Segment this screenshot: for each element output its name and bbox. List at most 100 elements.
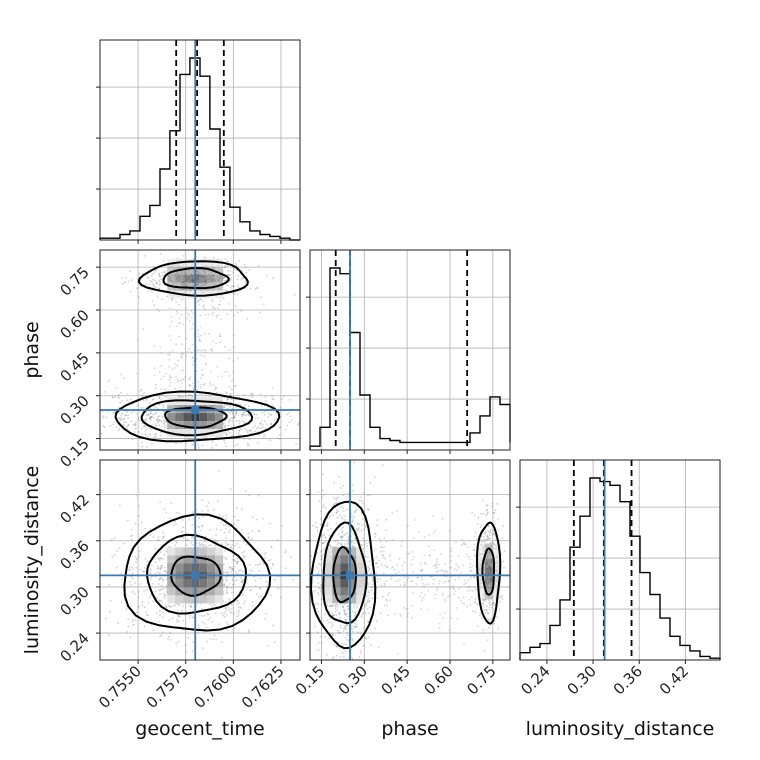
- sample-point: [444, 562, 447, 565]
- sample-point: [130, 584, 133, 586]
- sample-point: [201, 368, 204, 371]
- sample-point: [158, 287, 160, 290]
- sample-point: [223, 615, 226, 618]
- sample-point: [141, 445, 143, 448]
- sample-point: [227, 606, 230, 609]
- sample-point: [408, 577, 410, 579]
- sample-point: [423, 585, 425, 588]
- sample-point: [235, 562, 238, 565]
- sample-point: [214, 544, 217, 547]
- sample-point: [161, 616, 164, 619]
- sample-point: [102, 425, 105, 427]
- sample-point: [229, 405, 232, 408]
- sample-point: [157, 620, 160, 623]
- sample-point: [154, 279, 157, 282]
- sample-point: [245, 429, 248, 432]
- sample-point: [384, 604, 386, 607]
- sample-point: [206, 437, 209, 439]
- sample-point: [247, 532, 250, 535]
- sample-point: [389, 599, 391, 601]
- sample-point: [230, 278, 233, 280]
- sample-point: [168, 605, 171, 607]
- sample-point: [244, 555, 247, 558]
- sample-point: [479, 612, 482, 615]
- sample-point: [486, 534, 489, 537]
- sample-point: [138, 431, 140, 433]
- sample-point: [143, 567, 146, 569]
- sample-point: [488, 619, 490, 621]
- sample-point: [259, 393, 262, 396]
- sample-point: [324, 506, 327, 509]
- sample-point: [323, 532, 326, 535]
- sample-point: [347, 540, 350, 543]
- sample-point: [479, 526, 482, 528]
- sample-point: [488, 601, 491, 603]
- density-cell: [199, 266, 208, 275]
- sample-point: [221, 542, 223, 545]
- sample-point: [482, 532, 485, 535]
- sample-point: [324, 635, 326, 638]
- sample-point: [256, 442, 259, 444]
- sample-point: [144, 434, 147, 436]
- sample-point: [387, 593, 389, 596]
- sample-point: [222, 614, 225, 617]
- sample-point: [177, 392, 179, 395]
- sample-point: [264, 396, 267, 398]
- sample-point: [232, 416, 235, 419]
- sample-point: [205, 626, 208, 629]
- sample-point: [365, 542, 368, 545]
- sample-point: [127, 617, 130, 620]
- sample-point: [347, 535, 349, 537]
- sample-point: [175, 642, 178, 645]
- sample-point: [224, 425, 226, 427]
- sample-point: [251, 570, 254, 572]
- sample-point: [269, 559, 272, 561]
- sample-point: [259, 595, 262, 597]
- sample-point: [227, 270, 230, 272]
- sample-point: [138, 272, 141, 275]
- sample-point: [358, 656, 361, 658]
- sample-point: [261, 411, 264, 414]
- sample-point: [438, 622, 441, 625]
- sample-point: [201, 373, 204, 376]
- sample-point: [165, 511, 168, 514]
- sample-point: [113, 537, 116, 539]
- sample-point: [256, 427, 258, 430]
- sample-point: [233, 583, 236, 585]
- x-tick-label: 0.30: [564, 662, 600, 698]
- sample-point: [260, 419, 263, 422]
- sample-point: [423, 554, 426, 557]
- sample-point: [320, 510, 322, 513]
- sample-point: [158, 589, 160, 592]
- sample-point: [290, 556, 292, 558]
- sample-point: [263, 303, 265, 306]
- sample-point: [281, 525, 284, 527]
- sample-point: [232, 285, 235, 288]
- sample-point: [233, 292, 236, 294]
- x-tick-label: 0.45: [378, 662, 414, 698]
- sample-point: [360, 529, 363, 532]
- sample-point: [251, 600, 254, 603]
- sample-point: [412, 556, 415, 558]
- sample-point: [254, 430, 257, 433]
- sample-point: [242, 413, 245, 416]
- sample-point: [160, 634, 163, 637]
- sample-point: [480, 513, 482, 515]
- sample-point: [162, 403, 165, 406]
- x-tick-label: 0.7550: [95, 662, 145, 712]
- sample-point: [191, 356, 194, 359]
- sample-point: [339, 616, 342, 619]
- sample-point: [178, 303, 181, 306]
- sample-point: [110, 600, 112, 602]
- sample-point: [258, 434, 261, 436]
- sample-point: [336, 609, 339, 611]
- sample-point: [407, 553, 409, 555]
- sample-point: [152, 583, 154, 585]
- sample-point: [331, 634, 334, 637]
- sample-point: [269, 522, 272, 525]
- sample-point: [246, 318, 249, 320]
- sample-point: [158, 415, 161, 418]
- truth-marker: [191, 406, 200, 414]
- sample-point: [137, 418, 140, 420]
- sample-point: [158, 273, 161, 276]
